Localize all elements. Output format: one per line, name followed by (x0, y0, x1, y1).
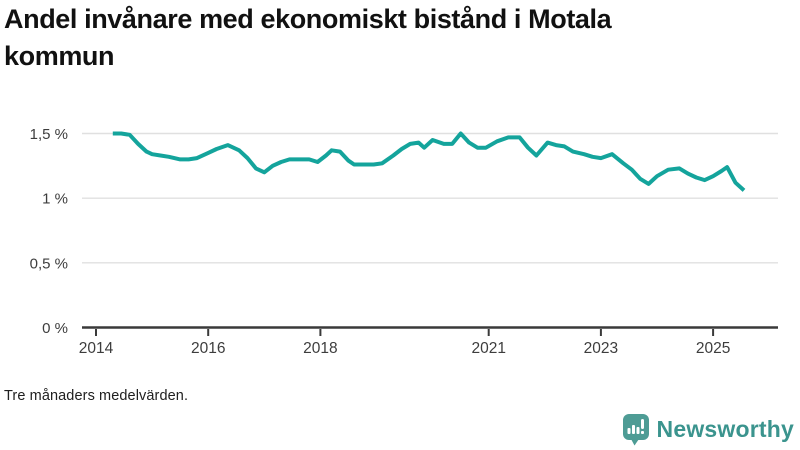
brand-name: Newsworthy (656, 416, 794, 442)
x-tick-label: 2014 (79, 340, 114, 357)
y-tick-label: 0 % (42, 320, 68, 337)
chart-title: Andel invånare med ekonomiskt bistånd i … (4, 1, 764, 75)
y-tick-label: 1,5 % (30, 126, 68, 143)
x-tick-label: 2018 (303, 340, 337, 357)
x-tick-label: 2025 (696, 340, 730, 357)
title-line-1: Andel invånare med ekonomiskt bistånd i … (4, 4, 612, 34)
bar-chart-speech-bubble-icon (622, 414, 649, 446)
footnote: Tre månaders medelvärden. (4, 388, 189, 404)
x-tick-label: 2016 (191, 340, 225, 357)
trend-line (112, 131, 746, 192)
x-tick-label: 2021 (471, 340, 505, 357)
x-tick-label: 2023 (584, 340, 618, 357)
newsworthy-logo: Newsworthy (622, 413, 794, 446)
y-tick-label: 0,5 % (30, 255, 68, 272)
title-line-2: kommun (4, 41, 115, 71)
y-tick-label: 1 % (42, 191, 68, 208)
